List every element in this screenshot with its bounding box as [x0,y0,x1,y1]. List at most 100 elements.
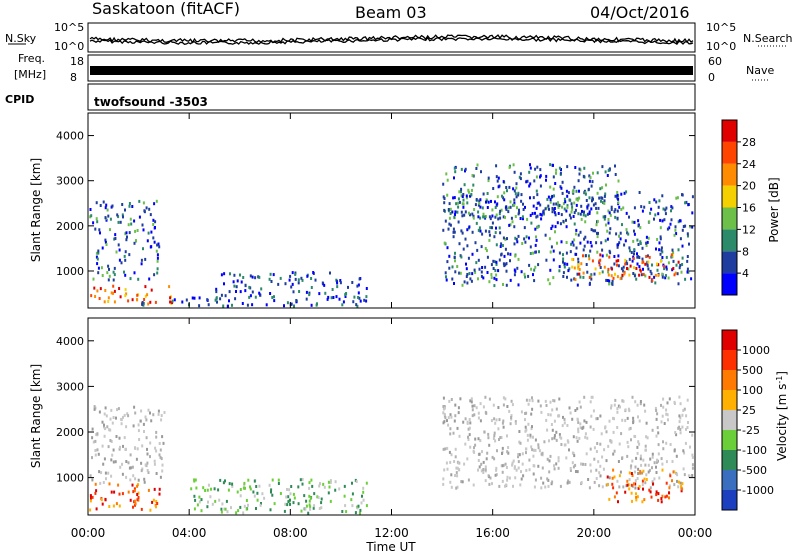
range-cell [492,403,495,407]
range-cell [99,481,102,485]
range-cell [358,277,361,281]
range-cell [153,462,156,466]
range-cell [645,255,648,258]
range-cell [506,405,509,408]
range-cell [528,184,531,188]
range-cell [104,427,107,431]
range-cell [163,411,166,414]
range-cell [584,235,587,239]
range-cell [128,466,131,470]
range-cell [469,445,472,449]
range-cell [338,297,341,301]
range-cell [502,396,505,400]
range-cell [502,425,505,429]
freq-tick-top: 18 [70,55,84,68]
range-cell [527,402,530,406]
range-cell [141,467,144,471]
range-cell [299,478,302,482]
range-cell [592,427,595,431]
range-cell [95,507,98,511]
range-cell [599,266,602,269]
range-cell [539,175,541,179]
range-cell [116,408,118,412]
range-cell [142,228,145,232]
range-cell [206,505,209,509]
range-cell [497,185,500,189]
range-cell [104,497,107,501]
range-cell [109,217,112,221]
range-cell [523,237,526,241]
range-cell [293,496,296,500]
range-cell [137,478,140,482]
range-cell [455,202,458,206]
range-cell [501,194,503,198]
range-cell [659,237,662,241]
range-cell [136,498,139,502]
range-cell [463,183,466,187]
range-cell [601,165,604,169]
range-cell [638,265,641,269]
colorbar-swatch [722,410,737,430]
range-cell [658,248,661,252]
range-cell [254,276,257,280]
range-cell [551,428,554,432]
range-cell [532,204,535,208]
range-cell [549,413,552,417]
range-cell [464,210,467,214]
range-cell [691,433,694,437]
range-cell [553,211,556,215]
range-cell [677,480,680,484]
range-cell [149,441,152,445]
range-cell [605,223,607,227]
range-cell [119,465,122,469]
range-cell [140,507,143,511]
range-cell [466,457,469,461]
range-cell [578,400,581,404]
range-cell [156,259,159,263]
range-cell [607,168,610,172]
range-cell [665,441,668,445]
range-cell [639,226,642,230]
range-cell [525,451,527,455]
range-cell [532,251,535,255]
noise-right-tick-top: 10^5 [706,21,736,34]
range-cell [577,264,580,268]
range-cell [513,242,516,246]
range-cell [343,494,346,498]
range-cell [260,502,262,505]
range-cell [518,453,521,457]
range-cell [138,199,141,203]
range-cell [89,494,92,498]
range-cell [645,435,648,439]
range-cell [492,437,495,440]
range-cell [144,463,147,467]
range-cell [220,510,223,514]
range-cell [672,251,675,255]
range-cell [137,483,139,487]
range-cell [627,483,630,487]
range-cell [608,255,611,259]
noise-search-trace [89,36,694,45]
range-cell [277,482,280,485]
range-cell [291,282,294,286]
range-cell [156,253,159,257]
range-cell [663,265,665,268]
colorbar-swatch [722,273,737,295]
range-cell [536,193,539,197]
range-cell [527,422,530,426]
range-cell [551,437,554,441]
cpid-text: twofsound -3503 [94,95,208,109]
range-cell [504,462,507,466]
range-cell [612,452,615,456]
range-cell [442,195,445,199]
range-cell [105,477,107,481]
range-cell [289,274,292,278]
range-cell [503,198,506,202]
range-cell [563,265,566,269]
range-cell [94,449,97,452]
range-cell [647,470,650,474]
range-cell [549,185,552,189]
range-cell [525,447,527,451]
range-cell [536,165,539,169]
range-cell [537,443,540,447]
